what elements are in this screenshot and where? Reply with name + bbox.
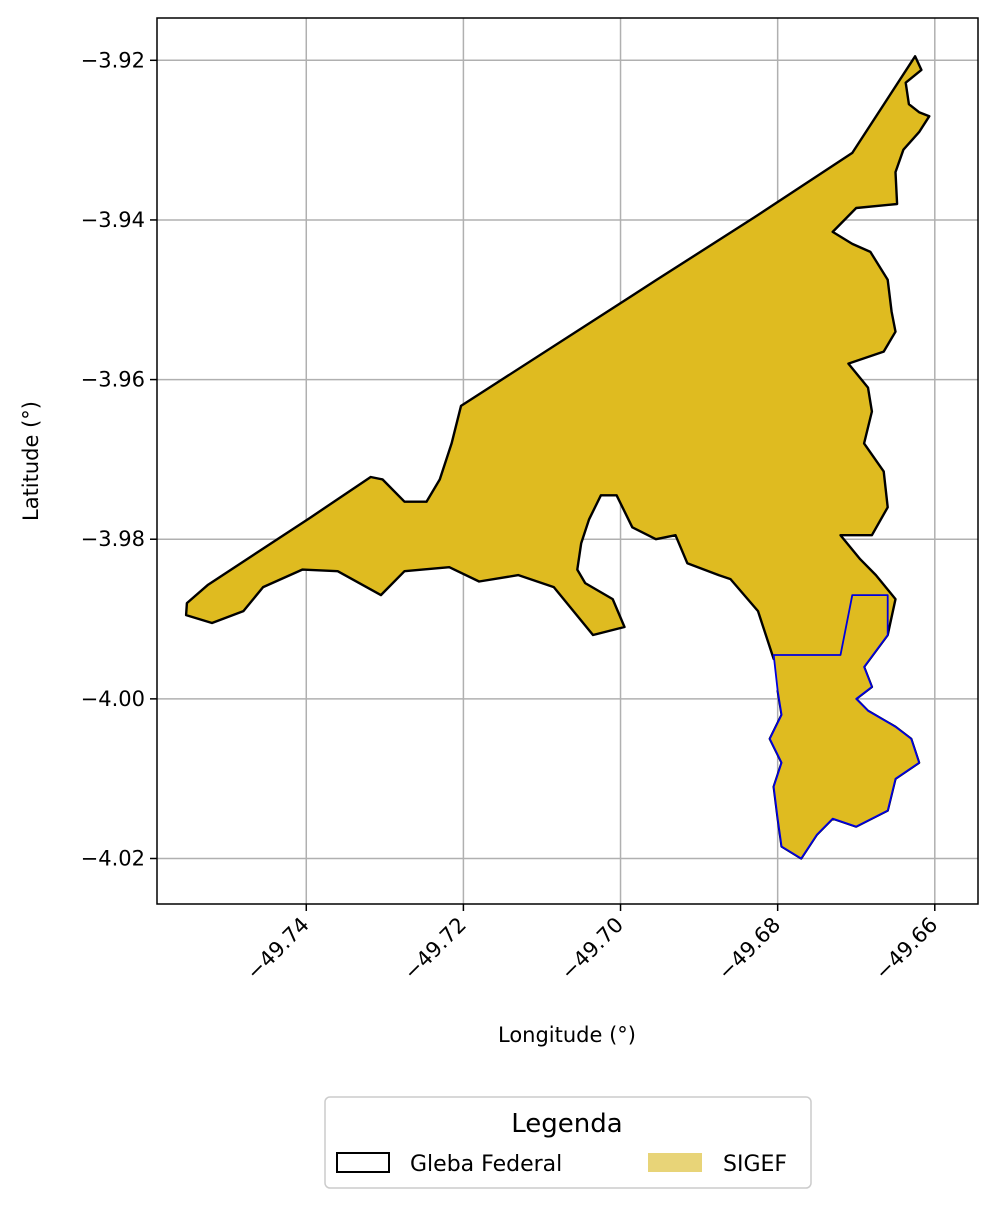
y-tick-label: −3.92 — [81, 48, 145, 72]
y-tick-label: −4.00 — [81, 687, 145, 711]
y-tick-label: −4.02 — [81, 847, 145, 871]
y-tick-label: −3.96 — [81, 368, 145, 392]
legend-title: Legenda — [511, 1109, 622, 1139]
legend: Legenda Gleba Federal SIGEF — [325, 1097, 811, 1188]
legend-label-gleba-federal: Gleba Federal — [410, 1152, 562, 1177]
y-tick-label: −3.94 — [81, 208, 145, 232]
y-tick-label: −3.98 — [81, 527, 145, 551]
legend-swatch-sigef — [648, 1153, 702, 1172]
y-axis-label: Latitude (°) — [19, 401, 43, 521]
legend-label-sigef: SIGEF — [723, 1152, 787, 1177]
x-axis-label: Longitude (°) — [498, 1023, 636, 1047]
